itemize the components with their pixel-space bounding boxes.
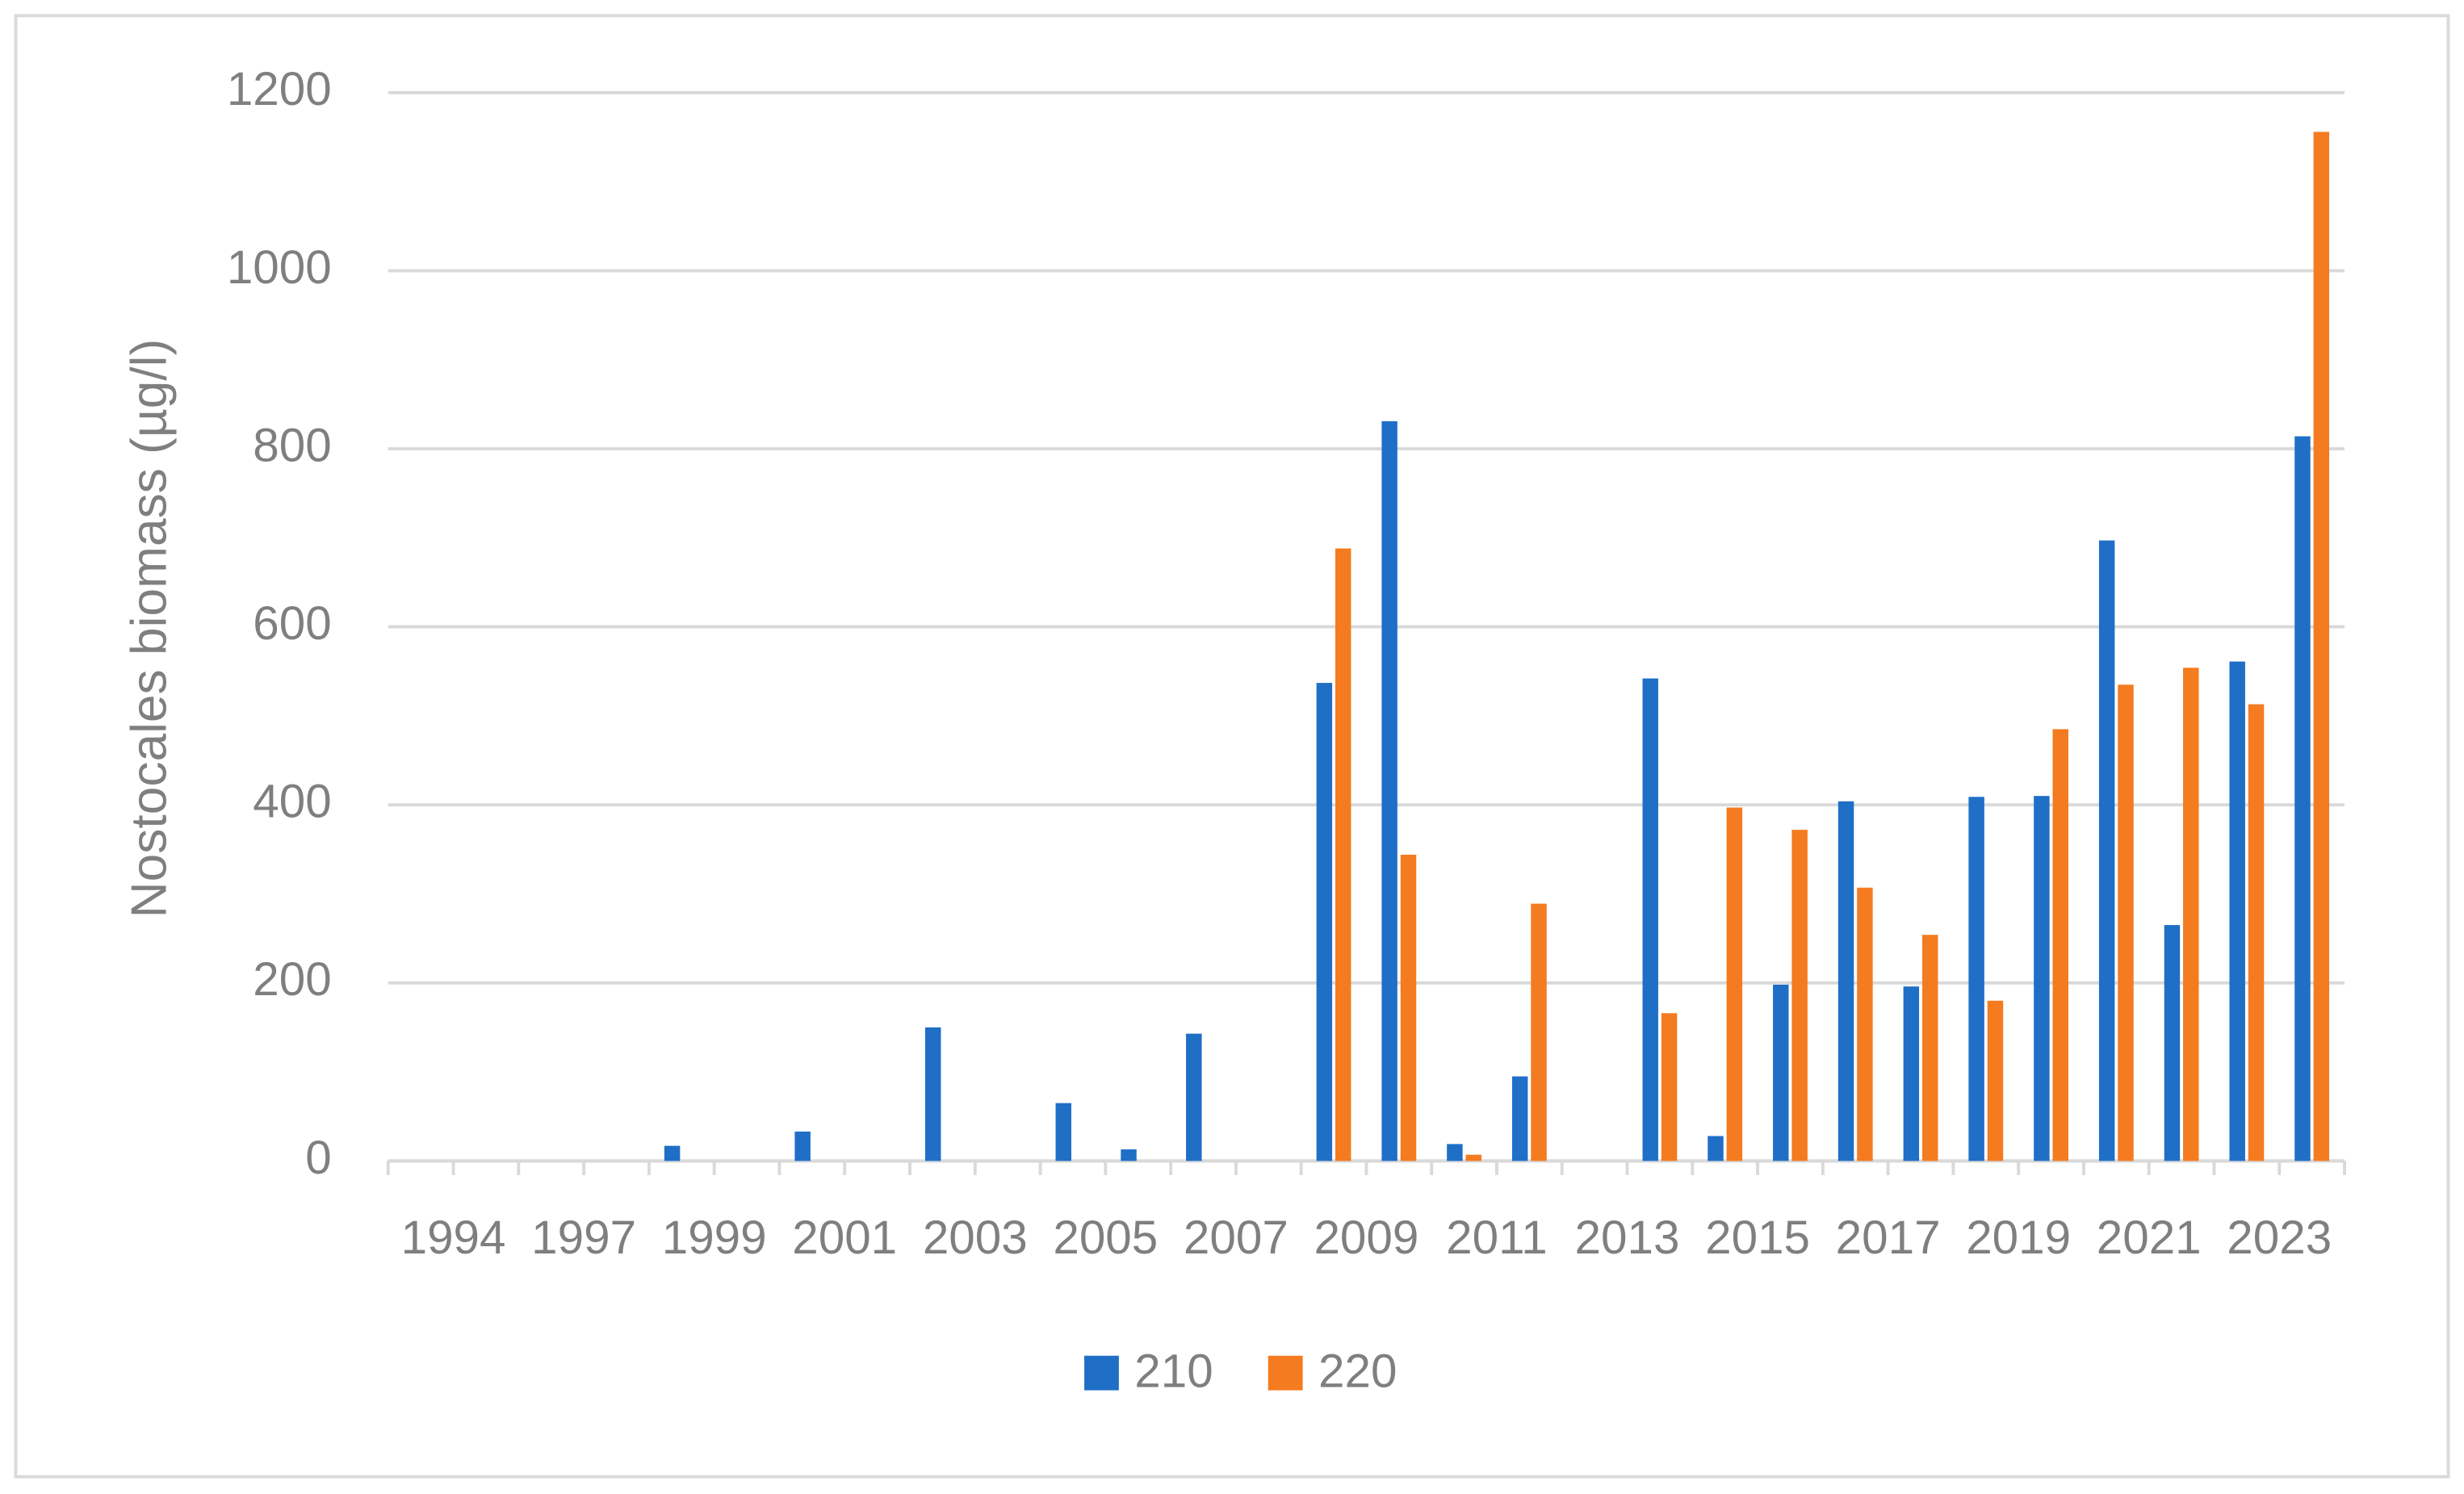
x-tick-label: 1997	[531, 1212, 636, 1264]
x-tick-label: 1999	[662, 1212, 767, 1264]
bar	[1857, 887, 1873, 1161]
bar	[2183, 667, 2199, 1161]
x-tick-label: 2009	[1314, 1212, 1418, 1264]
bar	[2313, 132, 2330, 1161]
bar	[1447, 1144, 1463, 1161]
bar	[1968, 797, 1984, 1161]
y-tick-label: 0	[305, 1132, 331, 1184]
bar	[2164, 925, 2181, 1161]
x-tick-label: 2011	[1446, 1212, 1548, 1264]
x-tick-label: 2005	[1053, 1212, 1158, 1264]
legend-label: 220	[1318, 1345, 1397, 1397]
y-tick-label: 400	[253, 776, 331, 828]
bar	[794, 1131, 811, 1161]
x-tick-label: 2017	[1836, 1212, 1941, 1264]
bar	[1316, 683, 1333, 1161]
bar	[2294, 436, 2311, 1161]
y-tick-label: 200	[253, 953, 331, 1006]
x-tick-label: 2019	[1966, 1212, 2071, 1264]
bar	[1661, 1013, 1678, 1161]
bar	[1903, 986, 1920, 1161]
x-tick-label: 1994	[401, 1212, 506, 1264]
bar	[1511, 1076, 1528, 1161]
bar	[1531, 903, 1547, 1161]
bar	[1121, 1149, 1137, 1161]
bar	[1773, 984, 1789, 1161]
bar	[664, 1145, 681, 1161]
bar	[1921, 935, 1938, 1161]
x-tick-label: 2015	[1705, 1212, 1810, 1264]
bar	[1642, 678, 1658, 1161]
bar	[1186, 1033, 1202, 1161]
bar	[1791, 830, 1808, 1161]
bar	[1838, 801, 1854, 1161]
legend-swatch	[1084, 1355, 1119, 1391]
y-axis-label: Nostocales biomass (µg/l)	[121, 339, 177, 919]
bar	[2098, 540, 2115, 1161]
legend-label: 210	[1134, 1345, 1213, 1397]
bar	[1335, 548, 1351, 1161]
bar	[1400, 854, 1417, 1161]
bar	[1055, 1103, 1071, 1161]
bar	[2118, 684, 2134, 1161]
x-tick-label: 2021	[2097, 1212, 2202, 1264]
y-tick-label: 1200	[227, 63, 332, 115]
y-tick-label: 800	[253, 419, 331, 471]
bar	[1465, 1154, 1481, 1161]
legend-swatch	[1268, 1355, 1303, 1391]
bar	[2229, 661, 2245, 1161]
bar	[2034, 796, 2050, 1161]
y-tick-label: 1000	[227, 241, 332, 294]
bar	[924, 1027, 941, 1161]
chart-border	[14, 14, 2450, 1479]
x-tick-label: 2023	[2227, 1212, 2332, 1264]
x-tick-label: 2007	[1184, 1212, 1289, 1264]
bar	[1987, 1000, 2004, 1161]
bar	[1381, 421, 1398, 1161]
bar	[1726, 807, 1743, 1161]
bar	[1708, 1136, 1724, 1161]
x-tick-label: 2013	[1575, 1212, 1680, 1264]
bar	[2248, 704, 2265, 1161]
y-tick-label: 600	[253, 597, 331, 650]
bar	[2052, 729, 2068, 1161]
x-tick-label: 2003	[923, 1212, 1028, 1264]
x-tick-label: 2001	[792, 1212, 897, 1264]
